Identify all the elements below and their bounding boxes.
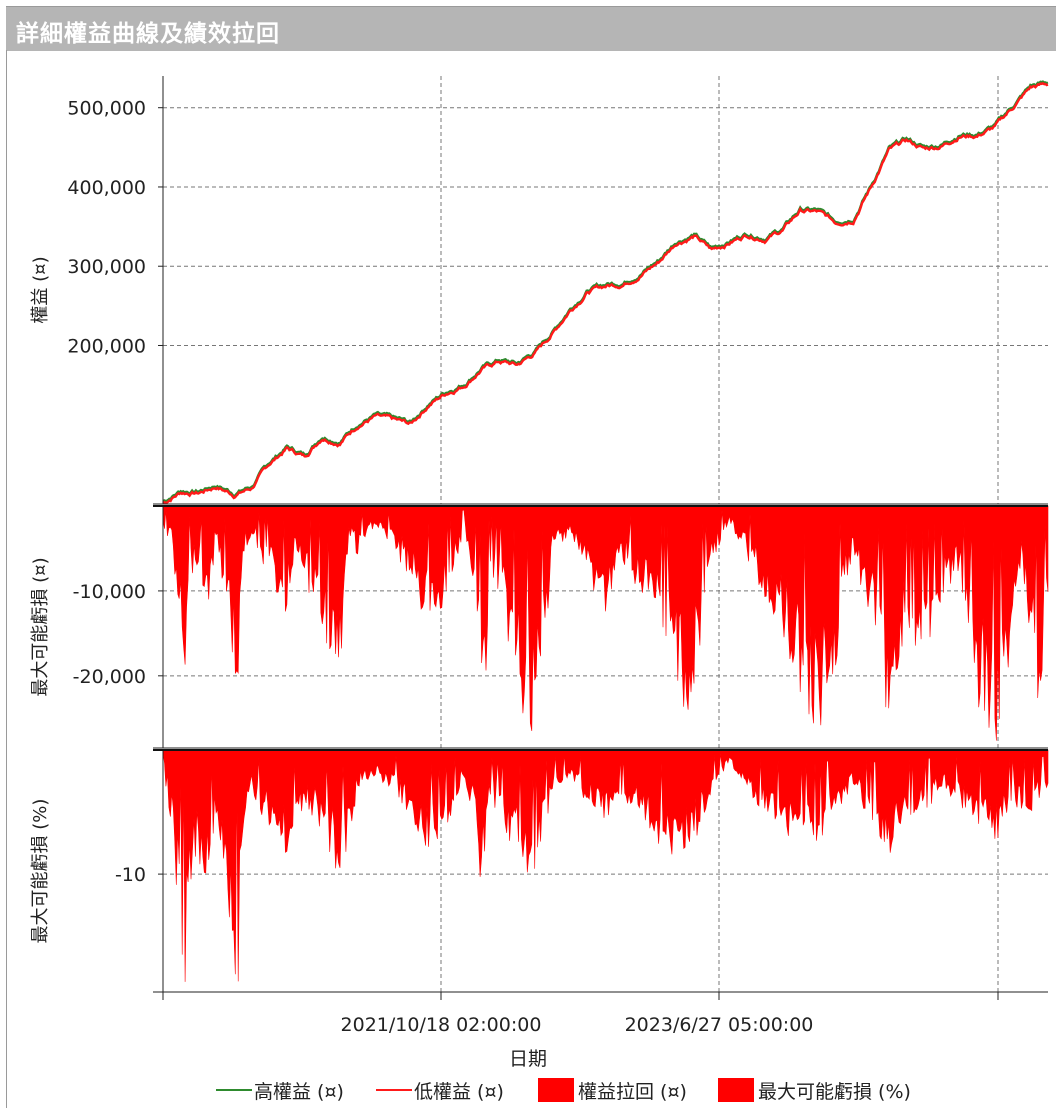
x-tick-label: 2021/10/18 02:00:00 xyxy=(341,1014,542,1036)
legend-line-swatch xyxy=(376,1089,412,1091)
y-tick-label: -10 xyxy=(115,864,146,886)
legend-line-swatch xyxy=(216,1089,252,1091)
axis-labels: 200,000 300,000 400,000 500,000 權益 (¤) -10,00… xyxy=(30,98,813,1070)
window-titlebar: 詳細權益曲線及績效拉回 xyxy=(6,6,1056,51)
legend-max-loss-pct: 最大可能虧損 (%) xyxy=(718,1076,911,1104)
legend-box-swatch xyxy=(718,1078,754,1102)
legend-box-swatch xyxy=(538,1078,574,1102)
y-axis-label: 最大可能虧損 (%) xyxy=(30,799,51,944)
drawdown-area xyxy=(162,749,1049,982)
legend-equity-pullback: 權益拉回 (¤) xyxy=(538,1076,687,1104)
drawdown-area xyxy=(162,505,1049,741)
left-border xyxy=(6,50,7,1108)
y-tick-label: -10,000 xyxy=(73,581,146,603)
series-layer xyxy=(162,80,1049,982)
y-axis-label: 最大可能虧損 (¤) xyxy=(30,557,51,696)
legend-low-equity: 低權益 (¤) xyxy=(376,1076,504,1104)
y-tick-label: 400,000 xyxy=(67,177,146,199)
y-tick-label: 200,000 xyxy=(67,335,146,357)
legend-label: 高權益 (¤) xyxy=(254,1080,344,1103)
x-tick-label: 2023/6/27 05:00:00 xyxy=(625,1014,814,1036)
legend-high-equity: 高權益 (¤) xyxy=(216,1076,344,1104)
y-tick-label: 500,000 xyxy=(67,98,146,120)
low-equity-line xyxy=(162,82,1049,505)
axes xyxy=(153,76,1048,1000)
y-tick-label: -20,000 xyxy=(73,666,146,688)
y-axis-label: 權益 (¤) xyxy=(30,256,51,323)
legend-label: 低權益 (¤) xyxy=(414,1080,504,1103)
x-axis-label: 日期 xyxy=(509,1048,547,1070)
window-title: 詳細權益曲線及績效拉回 xyxy=(16,21,280,47)
legend-label: 最大可能虧損 (%) xyxy=(758,1080,911,1103)
y-tick-label: 300,000 xyxy=(67,256,146,278)
legend-label: 權益拉回 (¤) xyxy=(578,1080,687,1103)
